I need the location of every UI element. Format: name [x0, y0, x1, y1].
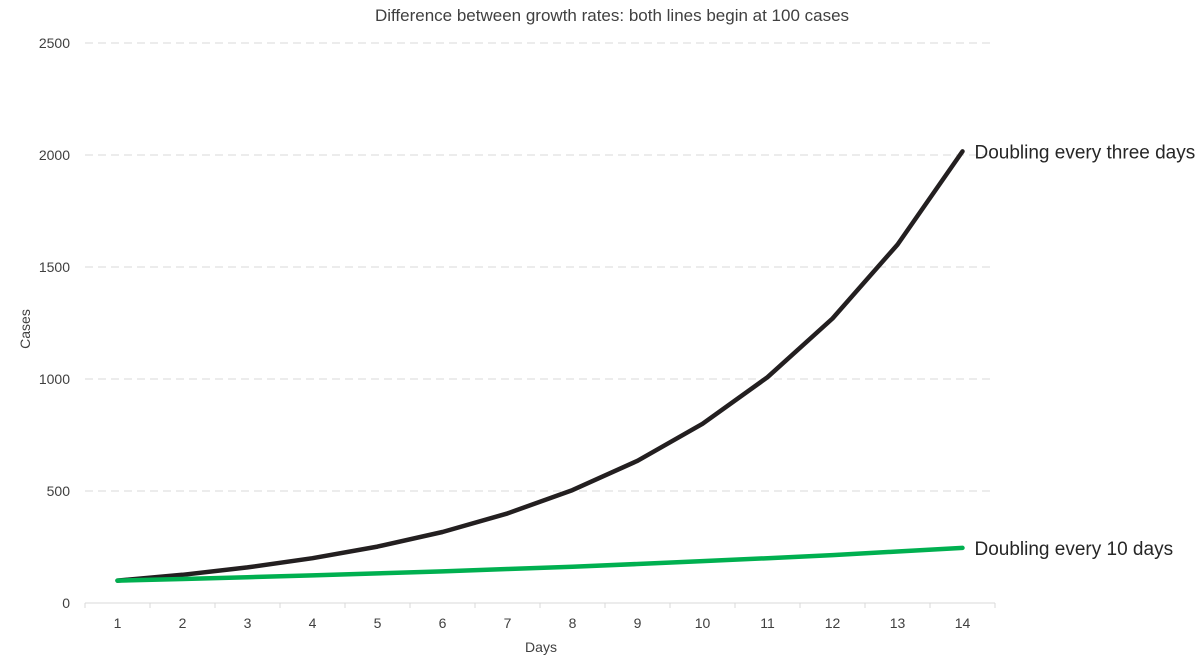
- series-labels: Doubling every three days Doubling every …: [975, 142, 1196, 559]
- x-tick-label: 3: [244, 615, 252, 631]
- y-tick-label: 0: [62, 595, 70, 611]
- x-tick-label: 2: [179, 615, 187, 631]
- y-tick-labels: 0 500 1000 1500 2000 2500: [39, 35, 70, 611]
- series-line-2: [115, 545, 965, 583]
- x-tick-label: 12: [825, 615, 841, 631]
- axes: [84, 602, 996, 608]
- series-line-1: [115, 149, 965, 583]
- x-tick-label: 5: [374, 615, 382, 631]
- series-label-2: Doubling every 10 days: [975, 539, 1174, 560]
- y-tick-label: 2500: [39, 35, 70, 51]
- gridlines: [85, 42, 995, 492]
- x-tick-label: 8: [569, 615, 577, 631]
- y-tick-label: 2000: [39, 147, 70, 163]
- x-tick-label: 14: [955, 615, 971, 631]
- x-tick-label: 13: [890, 615, 906, 631]
- x-tick-label: 6: [439, 615, 447, 631]
- x-tick-label: 10: [695, 615, 711, 631]
- x-tick-label: 9: [634, 615, 642, 631]
- x-tick-label: 4: [309, 615, 317, 631]
- y-axis-label: Cases: [17, 309, 33, 349]
- data-series: [115, 149, 965, 583]
- y-tick-label: 500: [47, 483, 71, 499]
- x-axis-label: Days: [525, 639, 557, 655]
- x-tick-labels: 1 2 3 4 5 6 7 8 9 10 11 12 13 14: [114, 615, 971, 631]
- x-tick-label: 11: [760, 615, 775, 631]
- y-tick-label: 1500: [39, 259, 70, 275]
- y-tick-label: 1000: [39, 371, 70, 387]
- x-tick-label: 7: [504, 615, 512, 631]
- chart-title: Difference between growth rates: both li…: [375, 6, 849, 25]
- x-tick-label: 1: [114, 615, 122, 631]
- series-label-1: Doubling every three days: [975, 142, 1196, 163]
